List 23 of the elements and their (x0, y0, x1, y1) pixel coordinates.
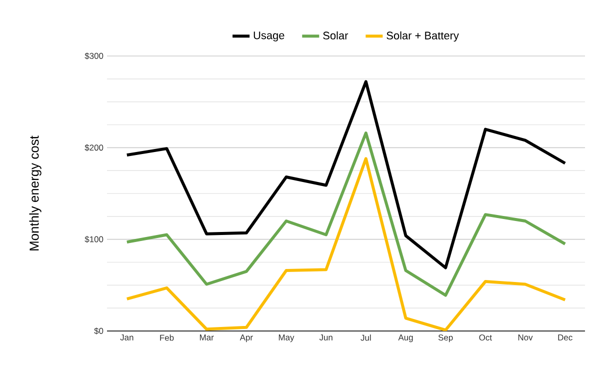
x-tick-label: Jul (360, 334, 371, 341)
line-series (125, 157, 567, 331)
line-series (125, 132, 567, 297)
x-tick-label: Jun (319, 334, 332, 340)
legend-label: Solar + Battery (386, 31, 459, 42)
y-tick-label: $0 (94, 328, 104, 334)
x-tick-label: Jan (120, 334, 134, 340)
x-tick-label: Dec (558, 334, 572, 340)
x-tick-label: Mar (200, 334, 214, 340)
x-tick-label: Nov (518, 334, 533, 340)
y-tick-label: $300 (84, 52, 104, 60)
legend-label: Usage (254, 32, 284, 42)
y-tick-label: $100 (84, 236, 104, 243)
x-tick-label: Feb (160, 334, 174, 341)
x-tick-label: Apr (240, 334, 253, 342)
y-axis-title: Monthly energy cost (29, 136, 42, 250)
y-tick-label: $200 (84, 144, 104, 152)
x-tick-label: Aug (398, 334, 413, 342)
x-tick-label: May (278, 334, 294, 342)
x-tick-label: Sep (438, 334, 453, 342)
legend-label: Solar (323, 31, 348, 40)
line-series (125, 80, 567, 270)
x-tick-label: Oct (479, 334, 492, 341)
